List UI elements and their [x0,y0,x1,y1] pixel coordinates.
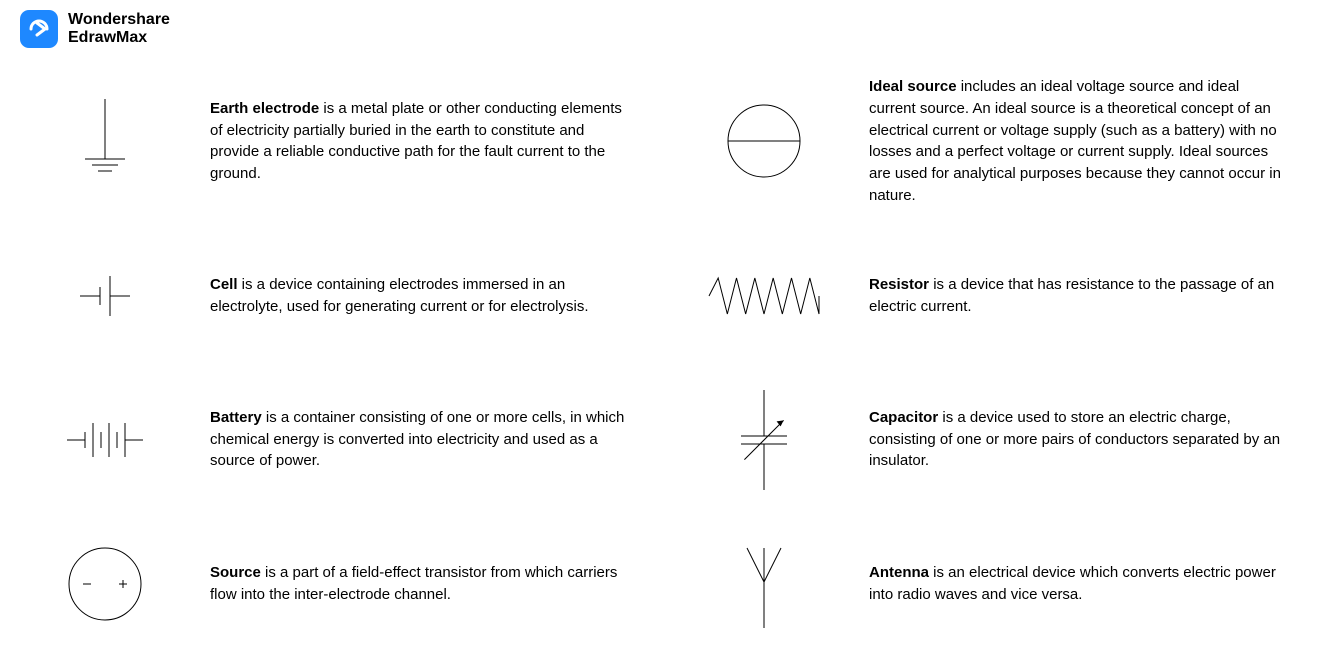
brand-header: Wondershare EdrawMax [20,10,1318,48]
earth-electrode-term: Earth electrode [210,100,319,117]
brand-text: Wondershare EdrawMax [68,11,170,48]
source-description: Source is a part of a field-effect trans… [210,562,630,606]
resistor-term: Resistor [869,276,929,293]
source-term: Source [210,564,261,581]
antenna-description: Antenna is an electrical device which co… [869,562,1289,606]
capacitor-term: Capacitor [869,409,938,426]
resistor-description: Resistor is a device that has resistance… [869,274,1289,318]
battery-description: Battery is a container consisting of one… [210,407,630,472]
symbol-row-battery: Battery is a container consisting of one… [40,385,639,495]
cell-symbol-icon [40,241,170,351]
earth-electrode-symbol-icon [40,86,170,196]
cell-term: Cell [210,276,238,293]
antenna-term: Antenna [869,564,929,581]
symbol-row-capacitor: Capacitor is a device used to store an e… [699,385,1298,495]
symbol-row-ideal-source: Ideal source includes an ideal voltage s… [699,76,1298,207]
brand-line2: EdrawMax [68,29,170,47]
ideal-source-description: Ideal source includes an ideal voltage s… [869,76,1289,207]
source-text: is a part of a field-effect transistor f… [210,564,617,603]
cell-description: Cell is a device containing electrodes i… [210,274,630,318]
source-symbol-icon [40,529,170,639]
symbol-row-cell: Cell is a device containing electrodes i… [40,241,639,351]
ideal-source-term: Ideal source [869,78,957,95]
battery-symbol-icon [40,385,170,495]
battery-term: Battery [210,409,262,426]
brand-logo-icon [20,10,58,48]
symbol-row-antenna: Antenna is an electrical device which co… [699,529,1298,639]
antenna-text: is an electrical device which converts e… [869,564,1276,603]
antenna-symbol-icon [699,529,829,639]
ideal-source-text: includes an ideal voltage source and ide… [869,78,1281,204]
ideal-source-symbol-icon [699,86,829,196]
symbol-row-resistor: Resistor is a device that has resistance… [699,241,1298,351]
battery-text: is a container consisting of one or more… [210,409,624,470]
capacitor-symbol-icon [699,385,829,495]
symbol-row-earth-electrode: Earth electrode is a metal plate or othe… [40,76,639,207]
resistor-symbol-icon [699,241,829,351]
symbol-grid: Earth electrode is a metal plate or othe… [20,76,1318,639]
earth-electrode-description: Earth electrode is a metal plate or othe… [210,98,630,185]
brand-line1: Wondershare [68,11,170,29]
resistor-text: is a device that has resistance to the p… [869,276,1274,315]
symbol-row-source: Source is a part of a field-effect trans… [40,529,639,639]
cell-text: is a device containing electrodes immers… [210,276,589,315]
capacitor-description: Capacitor is a device used to store an e… [869,407,1289,472]
